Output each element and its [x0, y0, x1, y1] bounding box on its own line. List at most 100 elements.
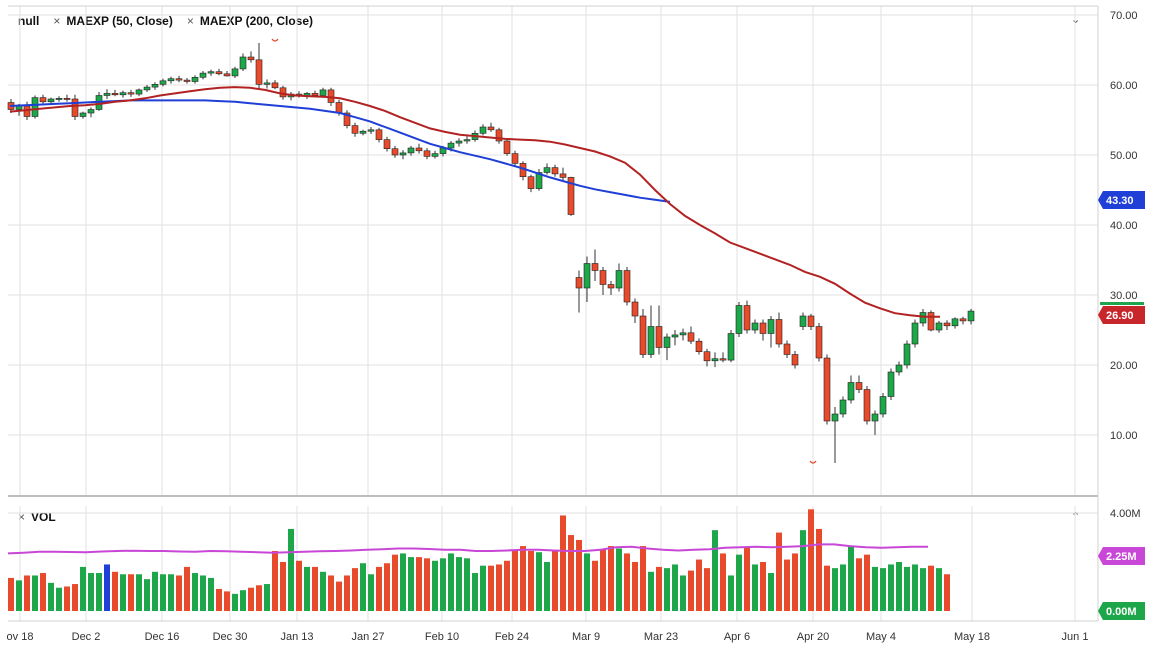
remove-ma200-icon[interactable]: × — [186, 14, 194, 28]
candle-body — [551, 167, 559, 175]
volume-bar — [16, 580, 22, 611]
candle-body — [31, 97, 39, 117]
volume-bar — [480, 565, 486, 611]
volume-bar — [624, 553, 630, 611]
volume-bar — [752, 564, 758, 611]
candle-body — [599, 270, 607, 285]
volume-bar — [376, 566, 382, 611]
candle-body — [415, 147, 423, 152]
volume-bar — [784, 559, 790, 611]
candle-body — [263, 82, 271, 85]
candle-body — [887, 371, 895, 397]
volume-bar — [312, 566, 318, 611]
volume-bar — [688, 570, 694, 611]
volume-bar — [504, 560, 510, 611]
volume-bar — [136, 574, 142, 611]
volume-bar — [880, 568, 886, 611]
volume-bar — [456, 557, 462, 611]
candle-body — [567, 177, 575, 215]
candle-body — [463, 139, 471, 142]
volume-bar — [848, 546, 854, 611]
candle-body — [327, 89, 335, 103]
candle-body — [639, 315, 647, 355]
volume-bar — [864, 554, 870, 611]
symbol-label: null — [18, 14, 40, 28]
volume-bar — [64, 586, 70, 611]
volume-bar — [72, 584, 78, 611]
x-tick-label: May 4 — [866, 631, 896, 643]
candle-body — [191, 77, 199, 82]
candle-body — [711, 358, 719, 362]
candle-body — [631, 301, 639, 317]
volume-ma-value-badge-shape — [1098, 547, 1145, 565]
candle-body — [847, 382, 855, 401]
volume-bar — [904, 566, 910, 611]
volume-bar — [776, 532, 782, 611]
volume-bar — [408, 557, 414, 611]
candle-body — [951, 318, 959, 327]
volume-bar — [600, 549, 606, 611]
candle-body — [663, 336, 671, 348]
candle-body — [447, 142, 455, 149]
price-tick-label: 40.00 — [1110, 220, 1138, 232]
volume-bar — [336, 581, 342, 611]
volume-bar — [432, 560, 438, 611]
volume-bar — [568, 535, 574, 611]
volume-bar — [144, 579, 150, 611]
volume-ma-value-badge: 2.25M — [1098, 547, 1145, 565]
volume-bar — [856, 558, 862, 611]
x-tick-label: Dec 30 — [213, 631, 248, 643]
volume-bar — [712, 530, 718, 611]
remove-volume-icon[interactable]: × — [18, 510, 26, 524]
candle-body — [695, 340, 703, 353]
candle-body — [775, 319, 783, 345]
candle-body — [135, 89, 143, 95]
candle-body — [143, 86, 151, 91]
volume-bar — [296, 560, 302, 611]
price-badge-accent — [1100, 302, 1144, 305]
candle-body — [23, 105, 31, 117]
price-value-badge-text: 26.90 — [1106, 310, 1134, 322]
candle-body — [815, 326, 823, 359]
candle-body — [743, 305, 751, 331]
volume-bar — [800, 530, 806, 611]
volume-bar — [24, 575, 30, 611]
ma200-value-badge-text: 43.30 — [1106, 195, 1134, 207]
candle-body — [63, 98, 71, 100]
candle-body — [791, 354, 799, 366]
candle-body — [735, 305, 743, 334]
volume-bar — [584, 553, 590, 611]
volume-bar — [576, 539, 582, 611]
volume-bar — [656, 566, 662, 611]
volume-bar — [544, 562, 550, 611]
x-tick-label: Dec 2 — [72, 631, 101, 643]
ma200-value-badge: 43.30 — [1098, 191, 1145, 209]
candle-body — [767, 319, 775, 334]
candle-body — [407, 147, 415, 154]
volume-bar — [944, 574, 950, 611]
volume-bar — [160, 574, 166, 611]
volume-bar — [80, 566, 86, 611]
volume-bar — [208, 577, 214, 611]
collapse-main-chart-chevron-down-icon[interactable]: ⌄ — [1071, 14, 1081, 26]
candle-body — [959, 318, 967, 322]
volume-bar — [464, 558, 470, 611]
candle-body — [655, 326, 663, 348]
volume-bar — [400, 553, 406, 611]
candle-body — [319, 89, 327, 96]
volume-bar — [648, 571, 654, 611]
volume-bar — [232, 593, 238, 611]
price-tick-label: 30.00 — [1110, 290, 1138, 302]
candle-body — [903, 343, 911, 366]
collapse-volume-chevron-up-icon[interactable]: ⌃ — [1071, 511, 1081, 523]
volume-bar — [528, 550, 534, 611]
volume-bar — [48, 582, 54, 611]
candle-body — [607, 284, 615, 289]
volume-bar — [832, 568, 838, 611]
volume-bars — [8, 509, 950, 611]
remove-ma50-icon[interactable]: × — [53, 14, 61, 28]
ma50-legend-label: MAEXP (50, Close) — [66, 14, 173, 28]
volume-bar — [176, 575, 182, 611]
volume-bar — [736, 554, 742, 611]
